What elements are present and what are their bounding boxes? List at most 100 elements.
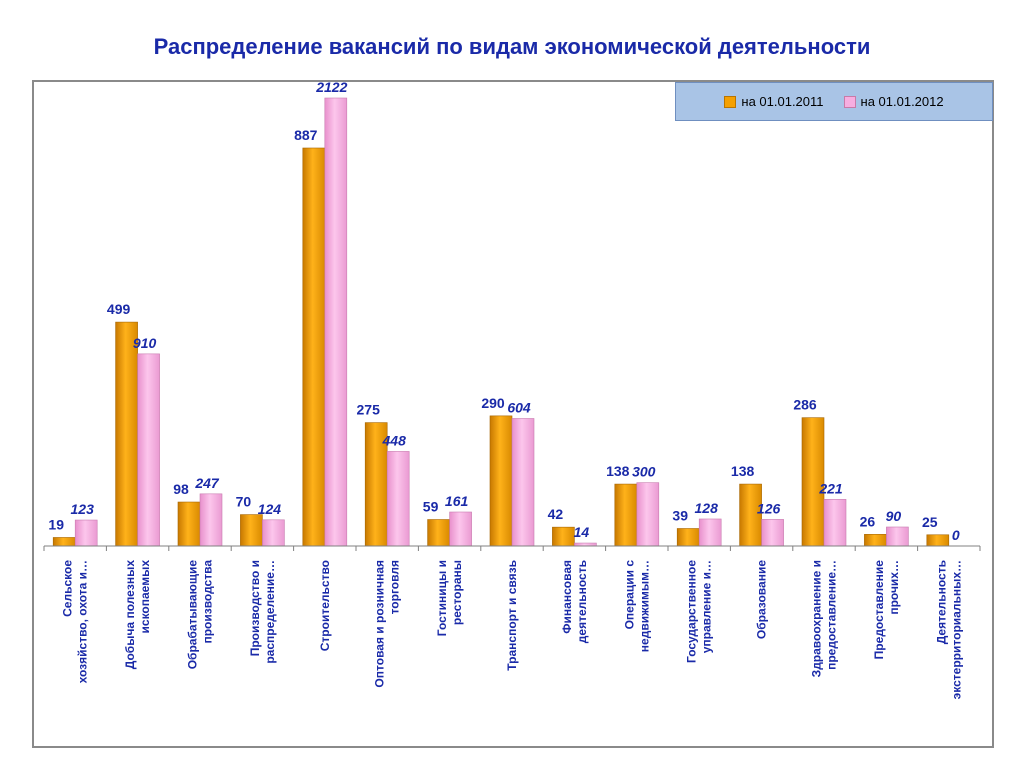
- category-label-line: Финансовая: [560, 560, 574, 634]
- category-label-line: Производство и: [248, 560, 262, 656]
- category-label-5: Строительство: [318, 560, 332, 651]
- category-label-15: Деятельность экстерриториальных…: [934, 560, 963, 699]
- bar-2012-6: [386, 451, 410, 547]
- category-label-line: Транспорт и связь: [505, 560, 519, 671]
- bar-2011-10: [614, 483, 638, 547]
- category-label-line: распределение…: [263, 560, 277, 664]
- bar-2012-1: [74, 519, 98, 547]
- value-label-2011-7: 59: [423, 499, 439, 515]
- value-label-2011-12: 138: [731, 463, 755, 479]
- category-label-line: прочих…: [887, 560, 901, 615]
- bar-2011-1: [52, 537, 76, 547]
- legend-label-2012: на 01.01.2012: [860, 94, 944, 109]
- value-label-2011-5: 887: [294, 127, 318, 143]
- value-label-2012-2: 910: [133, 335, 157, 351]
- value-label-2012-13: 221: [818, 480, 843, 496]
- value-label-2011-11: 39: [672, 508, 688, 524]
- bar-2011-4: [240, 514, 263, 547]
- value-label-2011-9: 42: [548, 506, 564, 522]
- category-label-10: Операции с недвижимым…: [622, 560, 651, 653]
- category-label-line: ископаемых: [138, 560, 152, 634]
- chart-legend: на 01.01.2011 на 01.01.2012: [675, 82, 993, 121]
- category-label-12: Образование: [755, 560, 769, 639]
- category-label-1: Сельское хозяйство, охота и…: [61, 560, 90, 684]
- bar-2011-11: [676, 528, 700, 547]
- bar-2012-3: [199, 493, 223, 547]
- category-label-11: Государственное управление и…: [685, 560, 714, 663]
- bar-2012-14: [886, 526, 909, 547]
- bar-2011-2: [115, 321, 138, 547]
- category-label-line: Оптовая и розничная: [373, 560, 387, 688]
- category-label-6: Оптовая и розничная торговля: [373, 560, 402, 688]
- category-label-line: торговля: [388, 560, 402, 614]
- legend-swatch-2012: [843, 95, 856, 108]
- chart-title: Распределение вакансий по видам экономич…: [153, 34, 871, 59]
- category-label-line: Образование: [755, 560, 769, 639]
- value-label-2012-7: 161: [445, 493, 469, 509]
- bar-2012-7: [449, 511, 472, 547]
- value-label-2012-10: 300: [632, 464, 656, 480]
- category-label-line: Гостиницы и: [435, 560, 449, 636]
- category-label-line: производства: [201, 560, 215, 644]
- category-label-line: Сельское: [61, 560, 75, 617]
- legend-item-2011: на 01.01.2011: [724, 94, 824, 109]
- value-label-2012-11: 128: [695, 500, 719, 516]
- category-label-13: Здравоохранение и предоставление…: [810, 560, 839, 677]
- category-label-line: предоставление…: [825, 560, 839, 670]
- bar-2012-5: [324, 97, 348, 547]
- category-label-line: Добыча полезных: [123, 560, 137, 670]
- category-label-line: хозяйство, охота и…: [76, 560, 90, 683]
- bar-2011-9: [552, 526, 575, 547]
- value-label-2012-4: 124: [258, 501, 282, 517]
- bar-2011-5: [302, 147, 326, 547]
- bar-2012-12: [761, 519, 784, 547]
- bar-2011-7: [427, 519, 450, 547]
- category-label-line: Государственное: [685, 560, 699, 663]
- bar-2012-8: [511, 418, 535, 547]
- value-label-2011-14: 26: [860, 513, 876, 529]
- value-label-2011-8: 290: [481, 395, 505, 411]
- category-label-8: Транспорт и связь: [505, 560, 519, 671]
- category-label-line: деятельность: [575, 560, 589, 643]
- bar-2012-11: [698, 518, 722, 547]
- value-label-2012-6: 448: [382, 432, 407, 448]
- chart-frame: [32, 80, 994, 748]
- value-label-2011-13: 286: [793, 397, 817, 413]
- value-label-2012-15: 0: [952, 527, 960, 543]
- value-label-2012-1: 123: [71, 501, 95, 517]
- value-label-2012-3: 247: [194, 475, 220, 491]
- category-label-2: Добыча полезных ископаемых: [123, 560, 152, 670]
- bar-2012-4: [262, 519, 285, 547]
- category-label-line: Деятельность: [934, 560, 948, 644]
- category-label-7: Гостиницы и рестораны: [435, 560, 464, 636]
- value-label-2012-14: 90: [886, 508, 902, 524]
- value-label-2011-15: 25: [922, 514, 938, 530]
- category-label-line: недвижимым…: [637, 560, 651, 652]
- category-label-3: Обрабатывающие производства: [186, 560, 215, 670]
- value-label-2012-12: 126: [757, 500, 781, 516]
- category-label-line: Обрабатывающие: [186, 560, 200, 670]
- legend-label-2011: на 01.01.2011: [741, 94, 824, 109]
- bar-2011-8: [489, 415, 513, 547]
- category-label-line: Строительство: [318, 560, 332, 651]
- category-label-line: Предоставление: [872, 560, 886, 660]
- value-label-2011-1: 19: [48, 516, 64, 532]
- value-label-2011-4: 70: [236, 494, 252, 510]
- value-label-2011-10: 138: [606, 463, 630, 479]
- category-label-4: Производство и распределение…: [248, 560, 277, 664]
- legend-swatch-2011: [724, 95, 737, 108]
- category-label-14: Предоставление прочих…: [872, 560, 901, 660]
- bar-2012-13: [823, 499, 847, 547]
- category-label-line: экстерриториальных…: [949, 560, 963, 699]
- category-label-line: управление и…: [700, 560, 714, 653]
- bar-2011-15: [926, 534, 950, 547]
- bar-2011-14: [864, 534, 887, 547]
- bar-2012-2: [137, 353, 160, 547]
- value-label-2012-8: 604: [507, 399, 531, 415]
- category-label-line: Здравоохранение и: [810, 560, 824, 677]
- bar-2012-10: [636, 482, 660, 547]
- category-label-line: рестораны: [450, 560, 464, 625]
- legend-item-2012: на 01.01.2012: [843, 94, 944, 109]
- category-label-line: Операции с: [622, 560, 636, 630]
